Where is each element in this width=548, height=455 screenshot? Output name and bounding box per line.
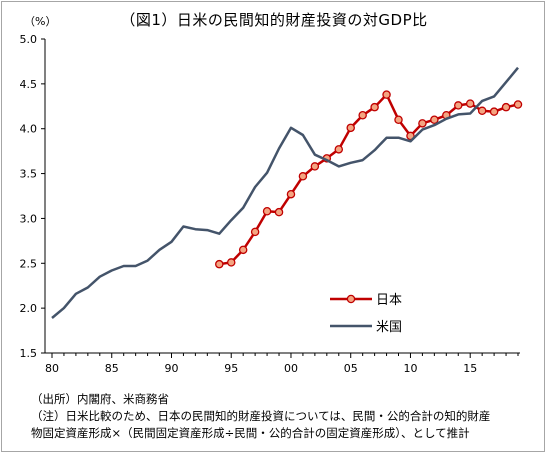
japan-data-point [477, 106, 487, 116]
japan-data-point [382, 90, 391, 99]
y-tick-label: 3.0 [20, 212, 38, 225]
footnote-note-line-2: 物固定資産形成×（民間固定資産形成÷民間・公的合計の固定資産形成）、として推計 [31, 426, 470, 440]
footnote-source: （出所）内閣府、米商務省 [31, 392, 169, 406]
y-tick-label: 3.5 [20, 168, 38, 181]
y-tick-label: 4.0 [20, 123, 38, 136]
japan-data-point [215, 259, 224, 269]
legend-japan-label: 日本 [376, 293, 402, 308]
japan-data-point [250, 227, 260, 237]
japan-data-point [226, 258, 236, 267]
x-tick-label: 00 [284, 362, 298, 375]
japan-data-point [489, 107, 499, 116]
x-tick-label: 95 [224, 362, 238, 375]
japan-data-point [418, 119, 427, 128]
footnote: （出所）内閣府、米商務省 （注）日米比較のため、日本の民間知的財産投資については… [31, 391, 543, 442]
japan-data-point [310, 162, 320, 171]
y-tick-label: 5.0 [20, 33, 38, 46]
japan-data-point [394, 115, 403, 124]
footnote-note-line-1: （注）日米比較のため、日本の民間知的財産投資については、民間・公的合計の知的財産 [31, 409, 491, 423]
japan-series-line [219, 93, 519, 266]
japan-data-point [274, 207, 284, 217]
japan-data-point [358, 111, 367, 120]
x-tick-label: 15 [463, 362, 477, 375]
y-tick-label: 1.5 [20, 347, 38, 360]
japan-data-point [262, 207, 272, 216]
japan-data-point [238, 245, 248, 255]
japan-data-point [406, 131, 415, 141]
x-tick-label: 80 [45, 362, 59, 375]
japan-data-point [430, 115, 439, 124]
japan-data-point [501, 102, 511, 112]
japan-data-point [454, 101, 463, 110]
y-tick-label: 4.5 [20, 78, 38, 91]
us-series-line [51, 66, 519, 319]
japan-data-point [513, 100, 523, 109]
japan-data-point [334, 145, 344, 154]
y-axis-unit: （%） [24, 15, 57, 28]
x-tick-label: 10 [403, 362, 417, 375]
y-tick-label: 2.5 [20, 257, 38, 270]
chart-title: （図1）日米の民間知的財産投資の対GDP比 [120, 11, 428, 29]
japan-data-point [286, 189, 296, 199]
legend-japan-marker [346, 294, 356, 304]
japan-data-point [298, 172, 308, 181]
x-tick-label: 85 [105, 362, 119, 375]
legend-us-label: 米国 [376, 320, 402, 335]
y-tick-label: 2.0 [20, 302, 38, 315]
x-tick-label: 05 [344, 362, 358, 375]
japan-data-point [465, 99, 475, 108]
japan-data-point [346, 123, 355, 133]
japan-data-point [370, 102, 379, 112]
x-tick-label: 90 [164, 362, 178, 375]
